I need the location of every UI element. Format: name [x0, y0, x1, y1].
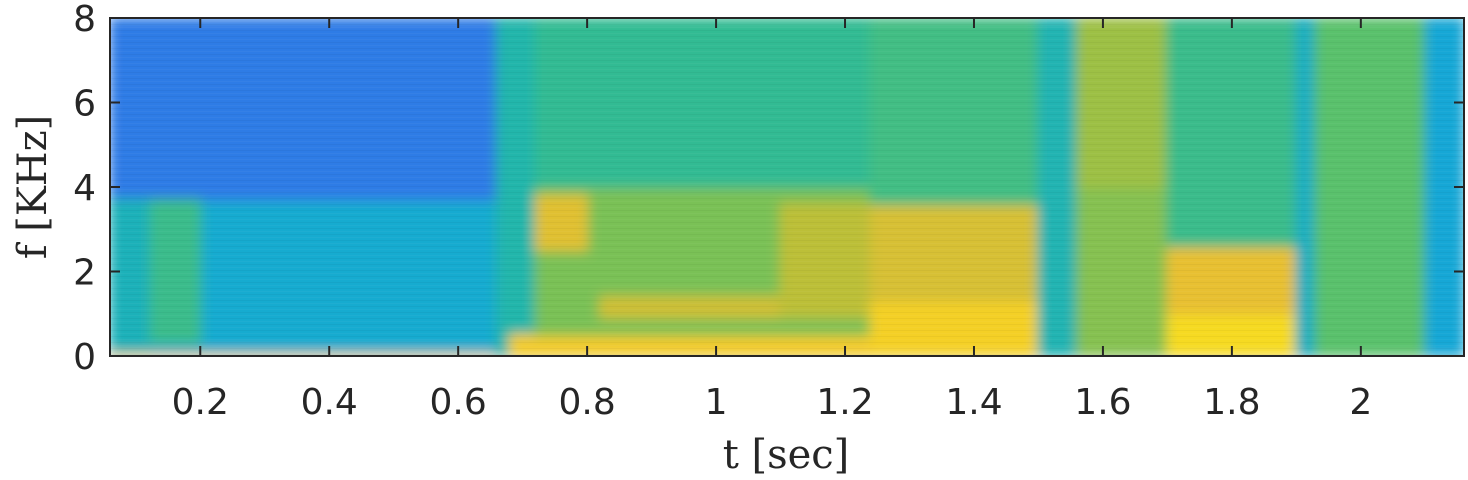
heat-region	[1295, 18, 1317, 356]
heat-region	[869, 300, 1040, 356]
y-tick-label: 2	[73, 253, 96, 294]
heat-region	[534, 194, 589, 252]
x-tick-label: 2	[1349, 382, 1372, 423]
heat-region	[779, 202, 872, 319]
heatmap-layer	[110, 18, 1464, 356]
x-tick-label: 0.8	[558, 382, 615, 423]
heat-region	[147, 198, 202, 345]
x-tick-label: 1	[705, 382, 728, 423]
x-axis-label: t [sec]	[723, 432, 850, 478]
x-tick-label: 1.6	[1074, 382, 1131, 423]
y-axis-label: f [KHz]	[10, 115, 56, 260]
heat-region	[1076, 186, 1169, 356]
heat-region	[1037, 18, 1079, 356]
y-tick-label: 0	[73, 337, 96, 378]
heat-region	[599, 295, 782, 319]
heat-region	[534, 18, 872, 188]
y-axis-ticks: 0 2 4 6 8	[73, 0, 1464, 378]
heat-region	[869, 18, 1040, 205]
heat-region	[869, 202, 1040, 303]
x-tick-label: 1.2	[816, 382, 873, 423]
x-tick-label: 0.2	[172, 382, 229, 423]
x-axis-ticks: 0.2 0.4 0.6 0.8 1 1.2 1.4 1.6 1.8 2	[172, 18, 1372, 423]
x-tick-label: 0.4	[301, 382, 358, 423]
heat-region	[110, 350, 498, 356]
heat-region	[110, 18, 498, 201]
heat-region	[1314, 18, 1427, 356]
heat-region	[495, 18, 537, 356]
heat-region	[110, 198, 150, 353]
y-tick-label: 4	[73, 168, 96, 209]
heat-region	[1166, 18, 1298, 248]
heat-region	[508, 333, 872, 356]
heat-region	[1166, 245, 1298, 315]
x-tick-label: 0.6	[430, 382, 487, 423]
y-tick-label: 6	[73, 84, 96, 125]
heat-region	[1076, 18, 1169, 188]
x-tick-label: 1.4	[945, 382, 1002, 423]
x-tick-label: 1.8	[1203, 382, 1260, 423]
y-tick-label: 8	[73, 0, 96, 40]
